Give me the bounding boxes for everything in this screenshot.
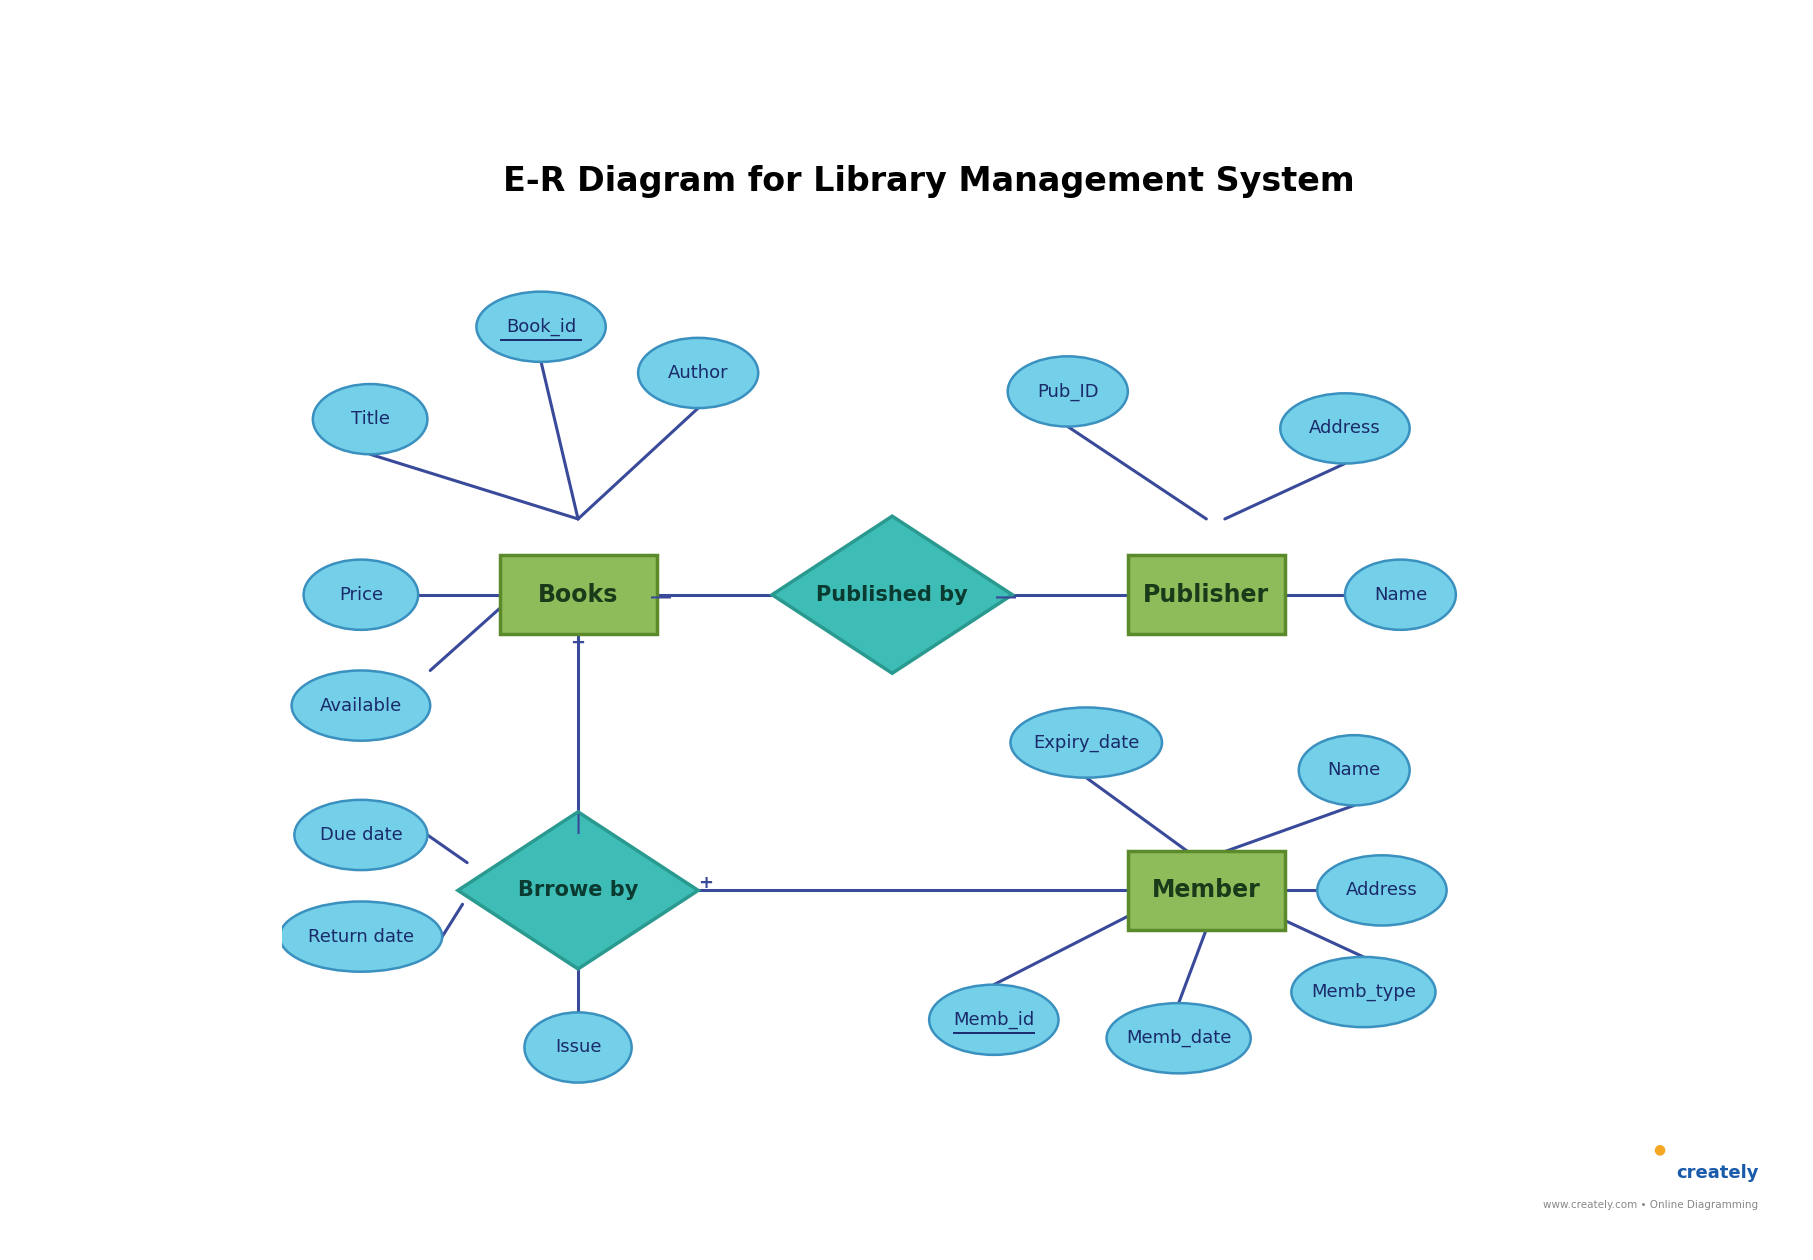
Text: Published by: Published by (816, 585, 968, 605)
Ellipse shape (638, 338, 758, 408)
Text: Book_id: Book_id (506, 318, 577, 336)
FancyBboxPatch shape (1128, 556, 1285, 634)
Text: Memb_date: Memb_date (1126, 1029, 1231, 1047)
Text: ●: ● (1653, 1143, 1664, 1157)
Text: |: | (995, 591, 1015, 598)
Ellipse shape (524, 1012, 631, 1082)
Text: Pub_ID: Pub_ID (1037, 382, 1099, 401)
Ellipse shape (1345, 559, 1456, 630)
Text: Due date: Due date (319, 827, 402, 844)
Ellipse shape (294, 800, 428, 871)
Ellipse shape (314, 384, 428, 455)
FancyBboxPatch shape (1128, 852, 1285, 930)
Text: www.creately.com • Online Diagramming: www.creately.com • Online Diagramming (1543, 1200, 1759, 1210)
Text: Expiry_date: Expiry_date (1033, 733, 1139, 752)
Ellipse shape (279, 901, 442, 971)
Text: +: + (571, 634, 586, 651)
Ellipse shape (292, 670, 430, 741)
Polygon shape (772, 517, 1012, 673)
Ellipse shape (477, 291, 606, 362)
Text: Title: Title (350, 411, 390, 428)
Text: Books: Books (538, 582, 618, 607)
Text: Price: Price (339, 586, 383, 604)
Text: Author: Author (667, 364, 729, 382)
Text: |: | (649, 591, 669, 598)
Ellipse shape (303, 559, 419, 630)
Text: Memb_type: Memb_type (1311, 983, 1416, 1002)
Ellipse shape (1318, 856, 1447, 926)
Text: +: + (698, 874, 713, 892)
Text: Publisher: Publisher (1144, 582, 1269, 607)
Text: Available: Available (319, 697, 402, 714)
Text: Name: Name (1327, 761, 1382, 779)
Ellipse shape (1291, 956, 1436, 1027)
Ellipse shape (1280, 393, 1411, 464)
Text: creately: creately (1675, 1164, 1759, 1182)
Ellipse shape (1298, 735, 1411, 805)
Polygon shape (459, 811, 698, 969)
Text: Return date: Return date (308, 927, 413, 945)
Text: Address: Address (1309, 420, 1382, 437)
FancyBboxPatch shape (500, 556, 656, 634)
Ellipse shape (1008, 357, 1128, 427)
Text: Brrowe by: Brrowe by (519, 881, 638, 901)
Ellipse shape (1010, 707, 1162, 777)
Text: E-R Diagram for Library Management System: E-R Diagram for Library Management Syste… (504, 165, 1354, 198)
Ellipse shape (1106, 1003, 1251, 1074)
Text: |: | (575, 814, 582, 834)
Text: Address: Address (1345, 882, 1418, 900)
Text: Name: Name (1374, 586, 1427, 604)
Text: Issue: Issue (555, 1038, 602, 1056)
Text: Member: Member (1151, 878, 1260, 902)
Ellipse shape (928, 984, 1059, 1055)
Text: Memb_id: Memb_id (954, 1011, 1035, 1029)
